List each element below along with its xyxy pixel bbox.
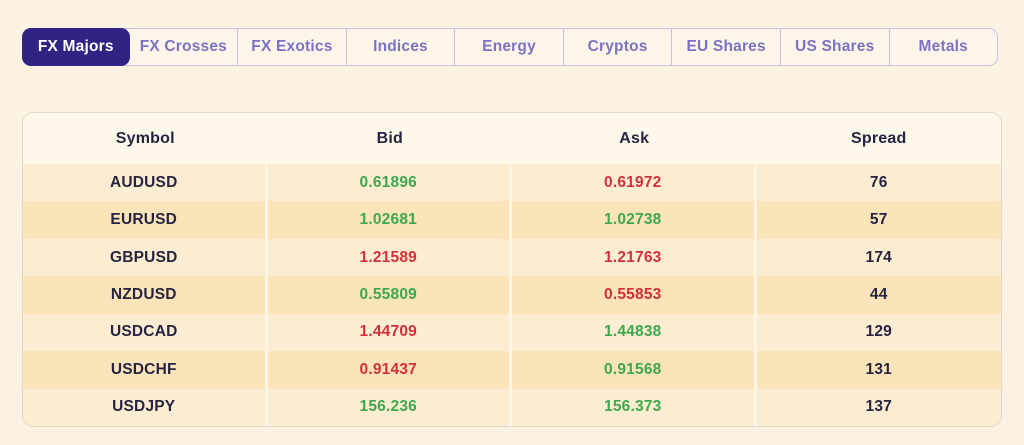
table-row: EURUSD 1.02681 1.02738 57 bbox=[23, 201, 1001, 239]
bid-cell: 0.55809 bbox=[268, 276, 512, 314]
symbol-cell: AUDUSD bbox=[23, 164, 268, 202]
tab-fx-exotics[interactable]: FX Exotics bbox=[237, 29, 346, 65]
column-header-spread: Spread bbox=[851, 129, 907, 147]
tab-cryptos[interactable]: Cryptos bbox=[562, 29, 672, 65]
table-row: NZDUSD 0.55809 0.55853 44 bbox=[23, 276, 1001, 314]
column-header-symbol: Symbol bbox=[115, 129, 175, 147]
bid-cell: 0.61896 bbox=[268, 164, 512, 202]
table-row: USDJPY 156.236 156.373 137 bbox=[23, 388, 1001, 426]
ask-cell: 1.44838 bbox=[512, 313, 757, 352]
spread-cell: 137 bbox=[865, 398, 892, 416]
tab-us-shares[interactable]: US Shares bbox=[779, 29, 889, 65]
spread-cell: 131 bbox=[865, 360, 892, 378]
tab-energy[interactable]: Energy bbox=[454, 29, 563, 65]
symbol-cell: EURUSD bbox=[23, 201, 268, 239]
tab-indices[interactable]: Indices bbox=[345, 29, 455, 65]
ask-cell: 1.21763 bbox=[512, 238, 757, 277]
ask-cell: 156.373 bbox=[512, 388, 757, 426]
spread-cell: 57 bbox=[869, 211, 888, 229]
ask-cell: 1.02738 bbox=[512, 201, 757, 239]
bid-cell: 1.44709 bbox=[268, 313, 512, 352]
symbol-cell: USDJPY bbox=[23, 388, 268, 426]
bid-cell: 1.21589 bbox=[268, 238, 512, 277]
tab-fx-crosses[interactable]: FX Crosses bbox=[139, 38, 227, 55]
tab-bar: FX Majors FX Crosses FX Exotics Indices Ener… bbox=[22, 28, 998, 66]
table-row: USDCAD 1.44709 1.44838 129 bbox=[23, 313, 1001, 352]
symbol-cell: USDCAD bbox=[23, 313, 268, 352]
symbol-cell: USDCHF bbox=[23, 351, 268, 389]
spread-cell: 129 bbox=[865, 323, 892, 341]
ask-cell: 0.91568 bbox=[512, 351, 757, 389]
quotes-table: Symbol Bid Ask Spread AUDUSD 0.61896 0.61972 7… bbox=[22, 112, 1002, 427]
spread-cell: 174 bbox=[865, 248, 892, 266]
tab-eu-shares[interactable]: EU Shares bbox=[671, 29, 780, 65]
bid-cell: 1.02681 bbox=[268, 201, 512, 239]
table-row: AUDUSD 0.61896 0.61972 76 bbox=[23, 164, 1001, 202]
ask-cell: 0.61972 bbox=[512, 164, 757, 202]
symbol-cell: GBPUSD bbox=[23, 238, 268, 277]
symbol-cell: NZDUSD bbox=[23, 276, 268, 314]
bid-cell: 0.91437 bbox=[268, 351, 512, 389]
bid-cell: 156.236 bbox=[268, 388, 512, 426]
tab-fx-majors[interactable]: FX Majors bbox=[22, 28, 130, 66]
column-header-ask: Ask bbox=[619, 129, 650, 147]
table-row: USDCHF 0.91437 0.91568 131 bbox=[23, 351, 1001, 389]
tab-metals[interactable]: Metals bbox=[888, 29, 998, 65]
table-header-row: Symbol Bid Ask Spread bbox=[23, 113, 1001, 164]
table-body: AUDUSD 0.61896 0.61972 76 EURUSD 1.02681 1.027… bbox=[23, 164, 1001, 426]
spread-cell: 44 bbox=[869, 285, 888, 303]
spread-cell: 76 bbox=[869, 173, 888, 191]
table-row: GBPUSD 1.21589 1.21763 174 bbox=[23, 238, 1001, 277]
column-header-bid: Bid bbox=[376, 129, 403, 147]
ask-cell: 0.55853 bbox=[512, 276, 757, 314]
